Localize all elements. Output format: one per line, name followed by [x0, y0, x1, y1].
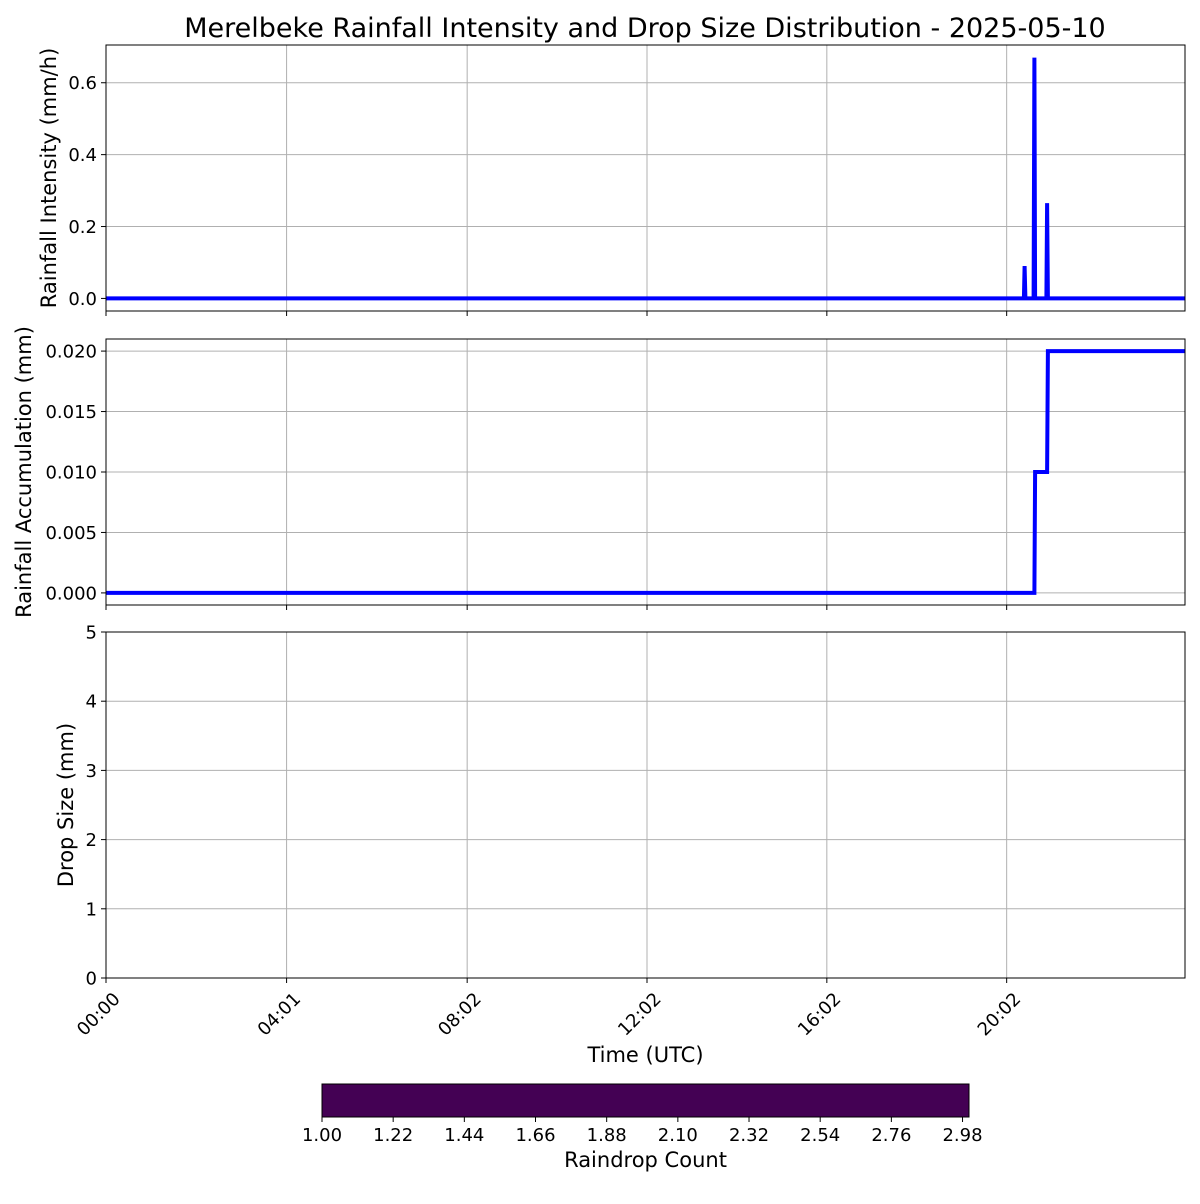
- chart-title: Merelbeke Rainfall Intensity and Drop Si…: [184, 13, 1105, 44]
- y-tick-label: 5: [86, 623, 97, 644]
- x-tick-label: 04:01: [254, 989, 306, 1041]
- colorbar-tick-label: 1.22: [373, 1125, 413, 1146]
- y-tick-label: 0.005: [45, 523, 97, 544]
- panel-frame-accumulation: [105, 338, 1186, 606]
- y-axis-label-drop-size: Drop Size (mm): [54, 723, 78, 887]
- y-tick-label: 0.0: [68, 289, 97, 310]
- y-axis-label-accumulation: Rainfall Accumulation (mm): [12, 326, 36, 618]
- colorbar-tick-label: 1.00: [302, 1125, 342, 1146]
- x-tick-label: 20:02: [974, 989, 1026, 1041]
- series-line-intensity: [106, 57, 1185, 301]
- y-tick-label: 0.015: [45, 402, 97, 423]
- colorbar-tick-label: 2.76: [871, 1125, 911, 1146]
- y-tick-label: 0: [86, 969, 97, 990]
- colorbar-tick-label: 2.10: [658, 1125, 698, 1146]
- panel-frame-intensity: [105, 44, 1186, 312]
- x-tick-label: 00:00: [73, 989, 125, 1041]
- y-tick-label: 0.020: [45, 342, 97, 363]
- colorbar-label: Raindrop Count: [564, 1148, 727, 1172]
- colorbar-tick-label: 1.44: [444, 1125, 484, 1146]
- colorbar-tick-label: 1.66: [515, 1125, 555, 1146]
- colorbar: [321, 1083, 970, 1118]
- x-axis-label: Time (UTC): [586, 1043, 703, 1067]
- colorbar-tick-label: 2.54: [800, 1125, 840, 1146]
- y-tick-label: 0.010: [45, 463, 97, 484]
- y-tick-label: 4: [86, 692, 97, 713]
- y-tick-label: 3: [86, 761, 97, 782]
- y-tick-label: 0.6: [68, 73, 97, 94]
- series-line-accumulation: [106, 349, 1185, 595]
- x-tick-label: 12:02: [614, 989, 666, 1041]
- colorbar-tick-label: 2.32: [729, 1125, 769, 1146]
- y-tick-label: 0.4: [68, 145, 97, 166]
- y-tick-label: 1: [86, 899, 97, 920]
- y-tick-label: 0.2: [68, 217, 97, 238]
- x-tick-label: 08:02: [434, 989, 486, 1041]
- colorbar-tick-label: 1.88: [587, 1125, 627, 1146]
- y-tick-label: 0.000: [45, 583, 97, 604]
- panel-frame-drop-size: [105, 631, 1186, 979]
- y-axis-label-intensity: Rainfall Intensity (mm/h): [37, 48, 61, 309]
- y-tick-label: 2: [86, 830, 97, 851]
- x-tick-label: 16:02: [794, 989, 846, 1041]
- colorbar-tick-label: 2.98: [942, 1125, 982, 1146]
